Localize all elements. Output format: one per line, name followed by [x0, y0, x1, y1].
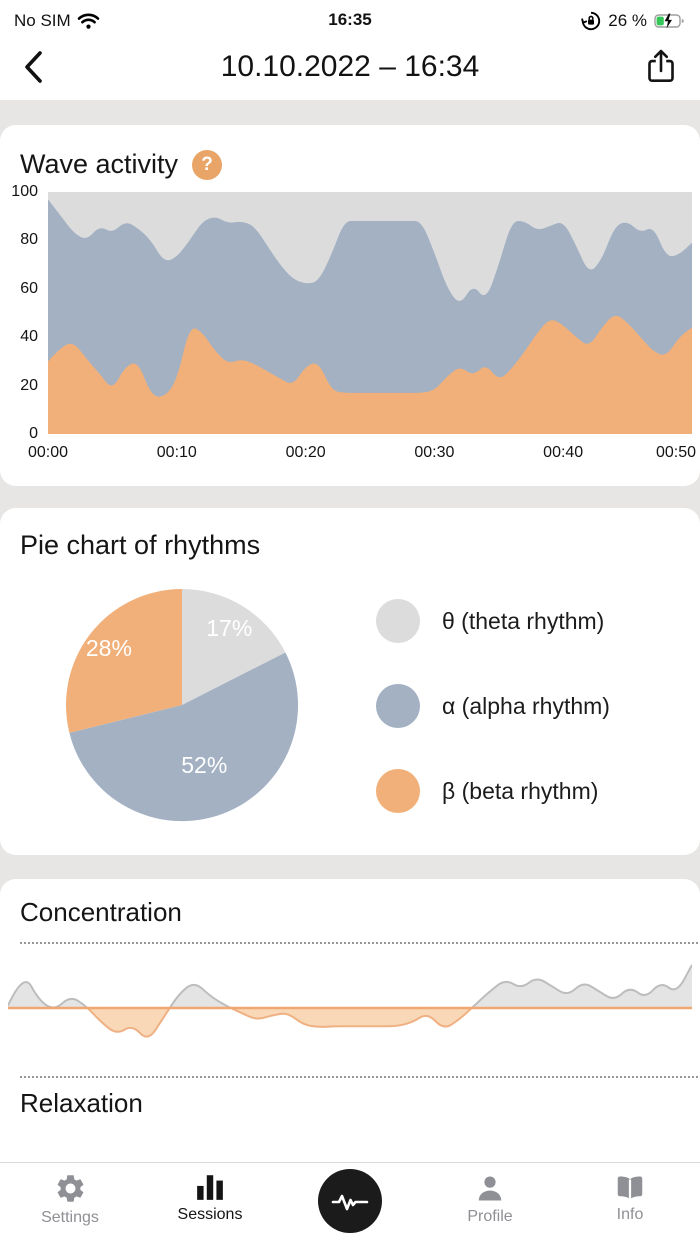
status-left: No SIM — [14, 11, 100, 31]
pie-title: Pie chart of rhythms — [20, 530, 261, 560]
pie-slice-label: 17% — [206, 615, 252, 641]
back-button[interactable] — [18, 46, 48, 88]
legend-label: β (beta rhythm) — [442, 777, 599, 804]
legend-color-dot — [376, 769, 420, 813]
wifi-icon — [77, 12, 99, 29]
tab-label: Settings — [41, 1209, 99, 1226]
wave-activity-chart: 0 20 40 60 80 100 00:00 00:10 00:20 00:30 00:40 00… — [0, 183, 700, 468]
tab-sessions[interactable]: Sessions — [140, 1163, 280, 1244]
carrier-label: No SIM — [14, 11, 71, 30]
waveform-icon — [331, 1194, 369, 1211]
tab-label: Info — [616, 1206, 644, 1223]
x-tick-label: 00:10 — [156, 444, 197, 461]
tab-info[interactable]: Info — [560, 1163, 700, 1244]
y-tick-label: 60 — [20, 279, 38, 297]
legend-label: α (alpha rhythm) — [442, 692, 610, 719]
legend-color-dot — [376, 599, 420, 643]
legend-item: α (alpha rhythm) — [376, 684, 610, 728]
pie-chart: 17% 52% 28% — [65, 589, 299, 822]
person-icon — [478, 1176, 502, 1201]
nav-header: 10.10.2022 – 16:34 — [0, 34, 700, 100]
x-tick-label: 00:40 — [543, 444, 584, 461]
legend-item: β (beta rhythm) — [376, 769, 610, 813]
relaxation-title: Relaxation — [20, 1088, 143, 1118]
pie-card: Pie chart of rhythms 17% 52% 28% θ (theta … — [0, 508, 700, 855]
pie-slice — [65, 589, 182, 733]
tab-label: Sessions — [177, 1206, 243, 1223]
share-icon — [648, 49, 674, 83]
record-circle — [318, 1169, 382, 1233]
status-right: 26 % — [581, 11, 686, 31]
help-button[interactable]: ? — [192, 149, 223, 180]
gear-icon — [57, 1175, 83, 1202]
dotted-divider — [20, 942, 698, 944]
wave-activity-title: Wave activity — [20, 149, 179, 179]
wave-stacked-area — [48, 192, 692, 434]
x-tick-label: 00:20 — [285, 444, 326, 461]
y-tick-label: 80 — [20, 231, 38, 249]
pie-legend: θ (theta rhythm) α (alpha rhythm) β (beta … — [376, 585, 610, 825]
legend-label: θ (theta rhythm) — [442, 607, 605, 634]
wave-activity-card: Wave activity ? 0 20 40 60 80 100 00:00 00:10 0… — [0, 125, 700, 486]
dotted-divider — [20, 1076, 698, 1078]
concentration-title: Concentration — [20, 897, 182, 927]
x-tick-label: 00:00 — [27, 444, 69, 461]
y-tick-label: 100 — [11, 183, 38, 200]
status-bar: No SIM 16:35 26 % — [0, 0, 700, 34]
y-tick-label: 0 — [29, 425, 38, 442]
x-tick-label: 00:30 — [414, 444, 455, 461]
pie-slice-label: 28% — [86, 635, 132, 661]
content: Wave activity ? 0 20 40 60 80 100 00:00 00:10 0… — [0, 100, 700, 1162]
above-baseline-area — [8, 964, 692, 1008]
pie-slice — [182, 589, 286, 705]
y-tick-label: 20 — [20, 376, 38, 394]
bar-chart-icon — [197, 1175, 223, 1200]
pie-slice-label: 52% — [181, 752, 227, 778]
y-tick-label: 40 — [20, 328, 38, 346]
tab-record-button[interactable] — [280, 1163, 420, 1244]
status-time: 16:35 — [328, 10, 372, 29]
pie-row: 17% 52% 28% θ (theta rhythm) α (alpha rhyth… — [0, 585, 700, 825]
battery-charging-icon — [654, 13, 684, 29]
legend-item: θ (theta rhythm) — [376, 599, 610, 643]
back-chevron-icon — [25, 51, 42, 83]
rotation-lock-icon — [581, 11, 601, 31]
legend-color-dot — [376, 684, 420, 728]
beta-area — [48, 315, 692, 434]
tab-settings[interactable]: Settings — [0, 1163, 140, 1244]
tab-label: Profile — [467, 1208, 513, 1225]
tab-bar: Settings Sessions Profile — [0, 1162, 700, 1244]
book-icon — [617, 1176, 643, 1200]
share-button[interactable] — [640, 43, 682, 91]
pie-slice — [69, 652, 299, 822]
tab-profile[interactable]: Profile — [420, 1163, 560, 1244]
page-title: 10.10.2022 – 16:34 — [220, 50, 480, 83]
x-tick-label: 00:50 — [655, 444, 697, 461]
concentration-chart — [8, 964, 692, 1038]
battery-percent-label: 26 % — [608, 11, 647, 30]
trends-card: Concentration Relaxation — [0, 879, 700, 1162]
below-baseline-area — [8, 1008, 692, 1037]
wave-y-axis: 0 20 40 60 80 100 — [0, 183, 42, 442]
